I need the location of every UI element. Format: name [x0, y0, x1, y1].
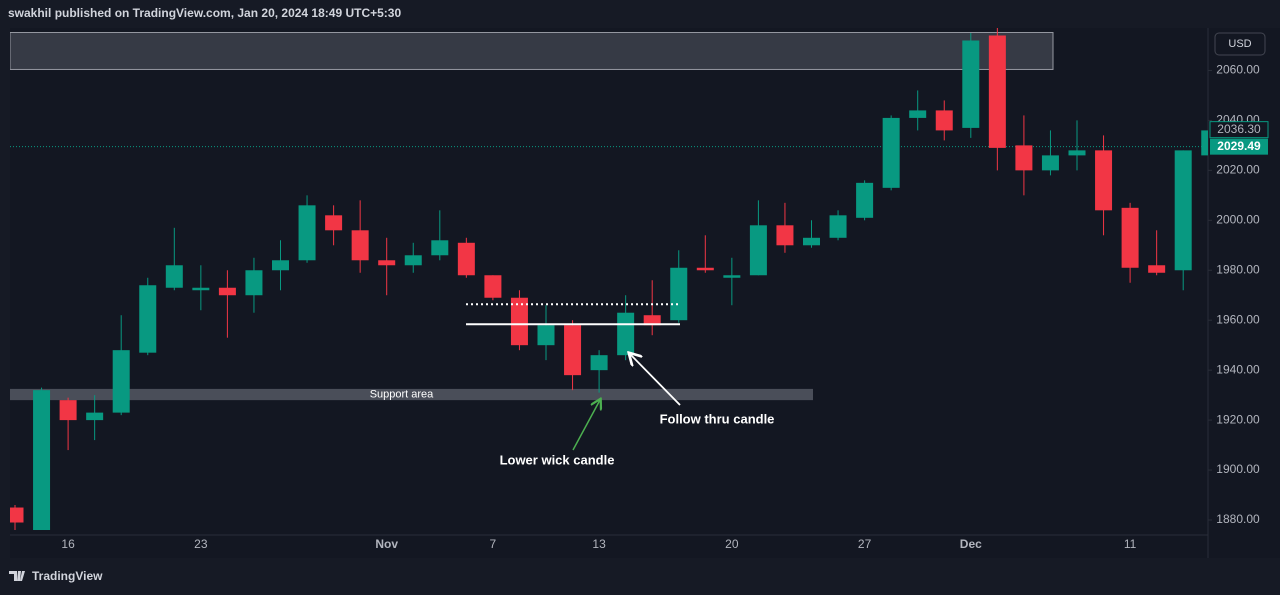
- candle-body: [723, 275, 741, 278]
- candle-body: [696, 267, 714, 271]
- y-tick-label: 1880.00: [1216, 512, 1260, 526]
- y-tick-label: 2060.00: [1216, 63, 1260, 77]
- candle-body: [617, 312, 635, 356]
- price-line-box: [1210, 138, 1268, 155]
- candle-body: [139, 285, 157, 353]
- candle-body: [1148, 265, 1166, 273]
- x-tick-label: 13: [592, 537, 606, 551]
- annotation: Lower wick candle: [500, 452, 615, 467]
- candle-body: [1174, 150, 1192, 271]
- candle-body: [935, 110, 953, 131]
- candle-body: [590, 355, 608, 371]
- candle-body: [1068, 150, 1086, 156]
- price-marker-box: [1209, 121, 1269, 139]
- currency: USD: [1228, 38, 1251, 50]
- candle-body: [882, 117, 900, 188]
- candle-body: [272, 260, 289, 271]
- arrow: [572, 400, 600, 451]
- x-tick-label: Nov: [375, 537, 398, 551]
- zone: [10, 388, 813, 401]
- x-tick-label: Dec: [960, 537, 982, 551]
- candle-body: [510, 297, 528, 346]
- plot: [10, 28, 1208, 531]
- x-tick-label: 23: [194, 537, 208, 551]
- x-tick-label: 16: [61, 537, 75, 551]
- y-tick-label: 1900.00: [1216, 462, 1260, 476]
- y-tick-label: 1960.00: [1216, 312, 1260, 326]
- candle-body: [1121, 207, 1139, 268]
- y-tick-label: 1920.00: [1216, 412, 1260, 426]
- candle-body: [404, 255, 422, 266]
- candle-body: [325, 215, 343, 231]
- candle-body: [670, 267, 688, 321]
- y-tick-label: 1940.00: [1216, 362, 1260, 376]
- candle-body: [10, 507, 24, 523]
- header: swakhil published on TradingView.com, Ja…: [8, 6, 401, 20]
- y-tick-label: 2020.00: [1216, 163, 1260, 177]
- x-tick-label: 11: [1124, 537, 1137, 551]
- currency-box: [1214, 32, 1266, 56]
- candle-body: [351, 230, 369, 261]
- candle-body: [484, 275, 502, 298]
- zone: [10, 31, 1054, 70]
- candle-body: [1095, 150, 1113, 211]
- candle-body: [86, 412, 104, 421]
- candle-body: [112, 350, 130, 413]
- candle-body: [192, 287, 210, 291]
- candle-body: [1201, 130, 1208, 156]
- candle-body: [1041, 155, 1059, 171]
- candle-body: [856, 182, 874, 218]
- candle-body: [218, 287, 236, 296]
- price-marker-label: 2036.30: [1217, 122, 1261, 136]
- brand-logo: [9, 571, 25, 581]
- x-tick-label: 27: [858, 537, 872, 551]
- candle-body: [431, 240, 449, 256]
- candle-body: [776, 225, 794, 246]
- candle-body: [245, 270, 263, 296]
- candle-body: [829, 215, 847, 238]
- y-tick-label: 2000.00: [1216, 212, 1260, 226]
- candle-body: [33, 390, 51, 531]
- candle-body: [803, 237, 820, 246]
- x-tick-label: 7: [490, 537, 497, 551]
- price-line-label: 2029.49: [1217, 139, 1261, 153]
- candle-body: [165, 265, 183, 288]
- candle-body: [749, 225, 767, 276]
- annotation: Follow thru candle: [660, 411, 775, 426]
- candle-body: [643, 315, 661, 326]
- candle-body: [962, 40, 980, 128]
- x-tick-label: 20: [725, 537, 739, 551]
- candle-body: [378, 260, 396, 266]
- arrow: [630, 354, 681, 406]
- candle-body: [298, 205, 316, 261]
- candle-body: [1015, 145, 1033, 171]
- candle-body: [909, 110, 927, 118]
- candle-body: [988, 35, 1006, 148]
- candle-body: [457, 242, 475, 276]
- candle-body: [59, 400, 77, 421]
- candle-body: [537, 325, 555, 346]
- candle-body: [564, 325, 582, 376]
- brand: TradingView: [32, 569, 103, 583]
- zone-label: Support area: [370, 388, 434, 400]
- y-tick-label: 1980.00: [1216, 262, 1260, 276]
